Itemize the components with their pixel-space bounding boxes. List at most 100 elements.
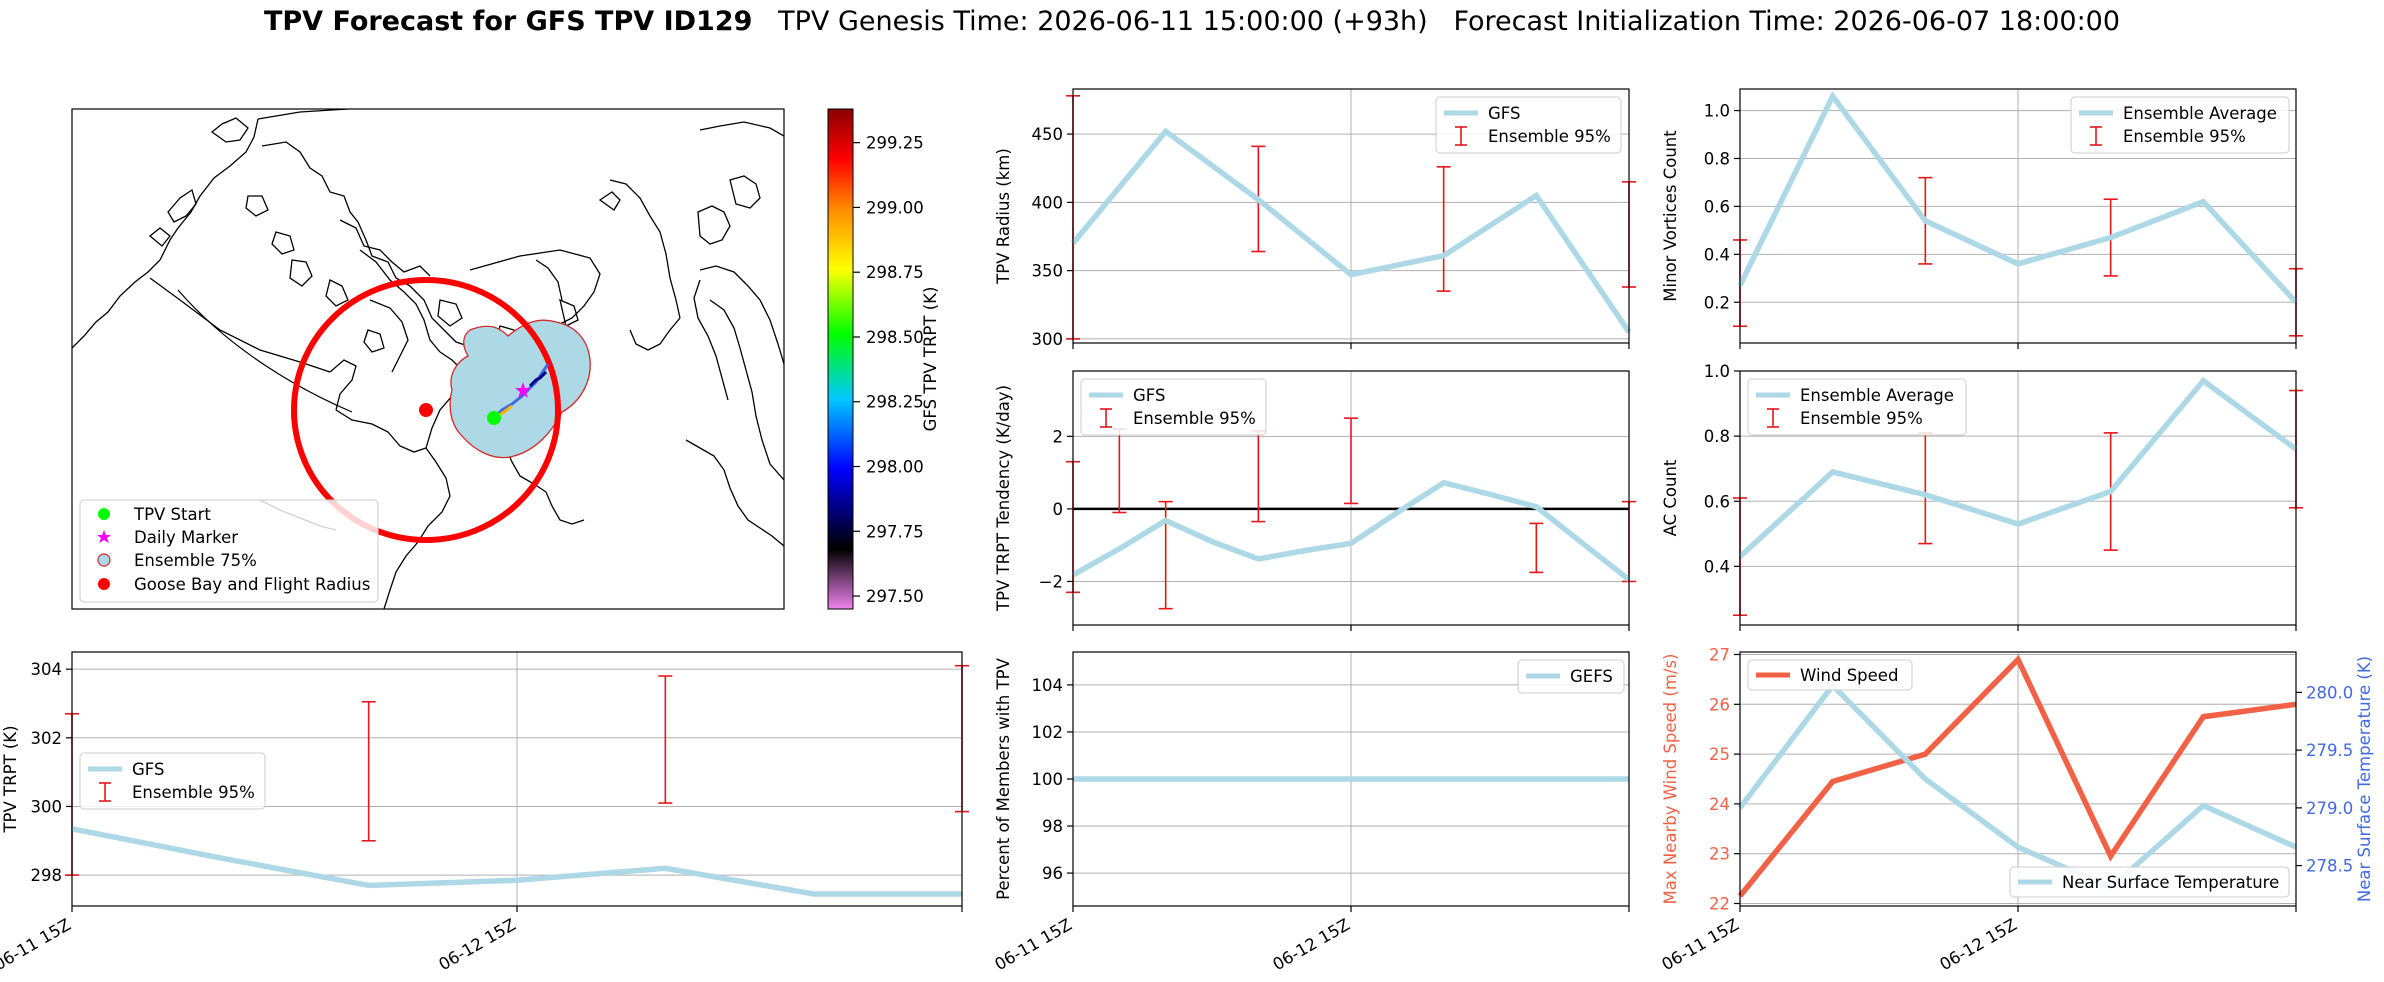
error-bar — [361, 700, 376, 842]
y-tick-label: 98 — [1042, 817, 1063, 836]
colorbar-tick-label: 298.75 — [866, 263, 924, 282]
legend-label: Wind Speed — [1800, 666, 1898, 685]
goose-bay-marker — [419, 403, 433, 417]
legend: GEFS — [1517, 659, 1625, 694]
legend: Ensemble Average Ensemble 95% — [2070, 96, 2290, 154]
legend-tpv-start-label: TPV Start — [133, 505, 211, 524]
legend-box — [1435, 96, 1622, 154]
legend-label: Ensemble 95% — [1133, 409, 1256, 428]
coastlines — [72, 109, 784, 609]
y-tick-label: 298 — [31, 866, 63, 885]
map-legend: TPV Start Daily Marker Ensemble 75% Goos… — [79, 499, 379, 603]
legend-label: Ensemble 95% — [132, 783, 255, 802]
y-tick-label: 22 — [1709, 895, 1730, 914]
plot-frame — [1072, 651, 1630, 907]
y-tick-label: 1.0 — [1704, 102, 1730, 121]
tpv-start-marker — [487, 411, 501, 425]
legend-swatch-error-bar — [2090, 126, 2102, 146]
legend-label: GEFS — [1570, 667, 1613, 686]
y-tick-label: 27 — [1709, 645, 1730, 664]
y-tick-label: 300 — [31, 797, 63, 816]
legend-ensemble-label: Ensemble 75% — [134, 551, 257, 570]
plot-frame — [1072, 88, 1630, 344]
y-tick-label: 304 — [31, 660, 63, 679]
chart-radius: 300 350 400 450 TPV Radius (km) GFS Ensemble 9… — [994, 88, 1636, 349]
error-bar — [1112, 428, 1127, 514]
x-tick-label: 06-11 15Z — [1658, 915, 1742, 974]
y-tick-label: 2 — [1053, 427, 1064, 446]
legend-box — [1517, 659, 1625, 694]
y-tick-label: 0.4 — [1704, 557, 1730, 576]
borders — [177, 289, 353, 413]
x-tick-label: 06-12 15Z — [435, 915, 519, 974]
legend-swatch-error-bar — [1455, 126, 1467, 146]
legend-box — [1747, 378, 1967, 436]
y-tick-label: 0.6 — [1704, 197, 1730, 216]
legend-daily-marker-label: Daily Marker — [134, 528, 238, 547]
legend-tpv-start-marker — [98, 508, 110, 520]
colorbar: 299.25 299.00 298.75 298.50 298.25 298.00 297.… — [827, 108, 940, 610]
map-legend-box — [79, 499, 379, 603]
legend-box — [1747, 659, 1913, 691]
colorbar-ticks: 299.25 299.00 298.75 298.50 298.25 298.00 297.… — [853, 134, 924, 606]
legend-label: Near Surface Temperature — [2062, 873, 2279, 892]
y-tick-label: 400 — [1032, 193, 1064, 212]
legend-box — [1080, 378, 1267, 436]
y-tick-label: 450 — [1032, 125, 1064, 144]
legend: Ensemble Average Ensemble 95% — [1747, 378, 1967, 436]
legend: GFS Ensemble 95% — [1435, 96, 1622, 154]
series-line-gfs — [71, 826, 962, 897]
legend-swatch-error-bar — [1100, 408, 1112, 428]
legend-box — [2009, 866, 2290, 898]
series-line-ensemble-average — [1737, 90, 2299, 305]
legend: GFS Ensemble 95% — [79, 752, 266, 810]
legend-wind: Wind Speed — [1747, 659, 1913, 691]
chart-wind: 22 23 24 25 26 27 06-11 15Z 06-12 15Z Max Nearby… — [1658, 645, 2374, 974]
y-tick-label: 25 — [1709, 745, 1730, 764]
y-axis-label: AC Count — [1661, 459, 1680, 536]
legend-label: GFS — [132, 760, 164, 779]
legend-label: GFS — [1488, 104, 1520, 123]
series-line-gfs — [1070, 127, 1632, 334]
error-bar — [1529, 522, 1544, 574]
y-tick-label: 24 — [1709, 795, 1730, 814]
colorbar-tick-label: 298.00 — [866, 458, 924, 477]
legend-box — [2070, 96, 2290, 154]
y-tick-label: 96 — [1042, 864, 1063, 883]
series-line-wind-speed — [1737, 654, 2297, 898]
colorbar-tick-label: 299.25 — [866, 134, 924, 153]
colorbar-tick-label: 298.50 — [866, 328, 924, 347]
legend-swatch-error-bar — [99, 782, 111, 802]
series-line-ensemble-average — [1738, 377, 2298, 559]
title-main: TPV Forecast for GFS TPV ID129 — [263, 6, 753, 37]
y-tick-label: 0.2 — [1704, 293, 1730, 312]
error-bar — [1436, 166, 1451, 292]
y-right-axis-label: Near Surface Temperature (K) — [2355, 656, 2374, 902]
plot-frame — [1072, 370, 1630, 626]
legend-temp: Near Surface Temperature — [2009, 866, 2290, 898]
error-bar — [658, 675, 673, 804]
y-tick-label: 104 — [1032, 676, 1064, 695]
x-tick-label: 06-11 15Z — [991, 915, 1075, 974]
y-axis-label: Minor Vortices Count — [1661, 130, 1680, 302]
legend-label: GFS — [1133, 386, 1165, 405]
y-axis-label: TPV Radius (km) — [994, 148, 1013, 285]
colorbar-label: GFS TPV TRPT (K) — [921, 287, 940, 432]
y-tick-label: 26 — [1709, 695, 1730, 714]
y-axis-label: TPV TRPT (K) — [1, 725, 20, 833]
legend-label: Ensemble 95% — [2123, 127, 2246, 146]
y-tick-label: 23 — [1709, 845, 1730, 864]
error-bar — [1344, 417, 1358, 505]
legend-label: Ensemble 95% — [1488, 127, 1611, 146]
x-tick-label: 06-11 15Z — [0, 915, 74, 974]
legend-daily-marker-star — [97, 530, 111, 543]
y-tick-label: 0.8 — [1704, 149, 1730, 168]
legend-goose-bay-marker — [98, 578, 110, 590]
title-genesis: TPV Genesis Time: 2026-06-11 15:00:00 (+… — [778, 6, 1428, 37]
series-line-gfs — [1071, 479, 1631, 582]
chart-minor: 0.2 0.4 0.6 0.8 1.0 Minor Vortices Count Ensem… — [1661, 88, 2303, 349]
y-axis-label: TPV TRPT Tendency (K/day) — [994, 385, 1013, 612]
legend: GFS Ensemble 95% — [1080, 378, 1267, 436]
